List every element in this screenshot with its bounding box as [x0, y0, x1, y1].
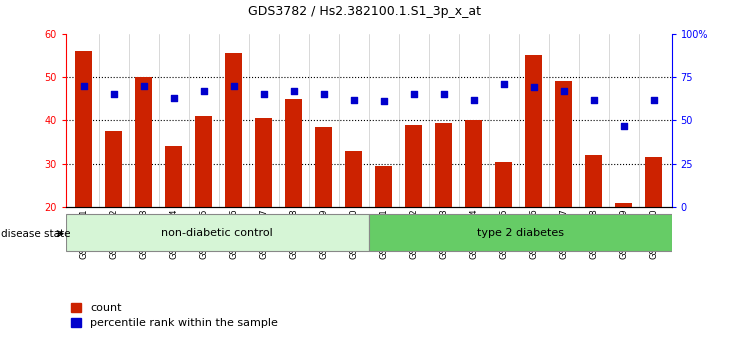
- Point: [618, 123, 629, 129]
- Point: [438, 92, 450, 97]
- Bar: [645, 157, 662, 207]
- Bar: [405, 125, 422, 207]
- Legend: count, percentile rank within the sample: count, percentile rank within the sample: [72, 303, 278, 328]
- Point: [528, 85, 539, 90]
- Point: [78, 83, 90, 88]
- Point: [588, 97, 599, 102]
- Bar: [615, 203, 632, 207]
- Point: [138, 83, 150, 88]
- Point: [318, 92, 329, 97]
- Bar: [345, 151, 362, 207]
- Point: [558, 88, 569, 94]
- Bar: [105, 131, 122, 207]
- Bar: [226, 53, 242, 207]
- Point: [468, 97, 480, 102]
- Point: [108, 92, 120, 97]
- Text: GDS3782 / Hs2.382100.1.S1_3p_x_at: GDS3782 / Hs2.382100.1.S1_3p_x_at: [248, 5, 482, 18]
- Bar: [526, 55, 542, 207]
- Point: [648, 97, 659, 102]
- Point: [408, 92, 420, 97]
- Text: disease state: disease state: [1, 229, 71, 239]
- Bar: [435, 122, 452, 207]
- Point: [378, 98, 390, 104]
- Bar: [166, 147, 182, 207]
- Point: [228, 83, 239, 88]
- Bar: [136, 77, 152, 207]
- Text: non-diabetic control: non-diabetic control: [161, 228, 273, 238]
- Bar: [285, 99, 302, 207]
- Bar: [315, 127, 332, 207]
- Bar: [196, 116, 212, 207]
- Point: [258, 92, 269, 97]
- Text: type 2 diabetes: type 2 diabetes: [477, 228, 564, 238]
- Point: [168, 95, 180, 101]
- Bar: [556, 81, 572, 207]
- Bar: [66, 215, 369, 251]
- Point: [498, 81, 510, 87]
- Bar: [75, 51, 92, 207]
- Bar: [375, 166, 392, 207]
- Bar: [369, 215, 672, 251]
- Bar: [466, 120, 482, 207]
- Point: [288, 88, 299, 94]
- Bar: [496, 161, 512, 207]
- Point: [198, 88, 210, 94]
- Bar: [585, 155, 602, 207]
- Point: [347, 97, 359, 102]
- Bar: [255, 118, 272, 207]
